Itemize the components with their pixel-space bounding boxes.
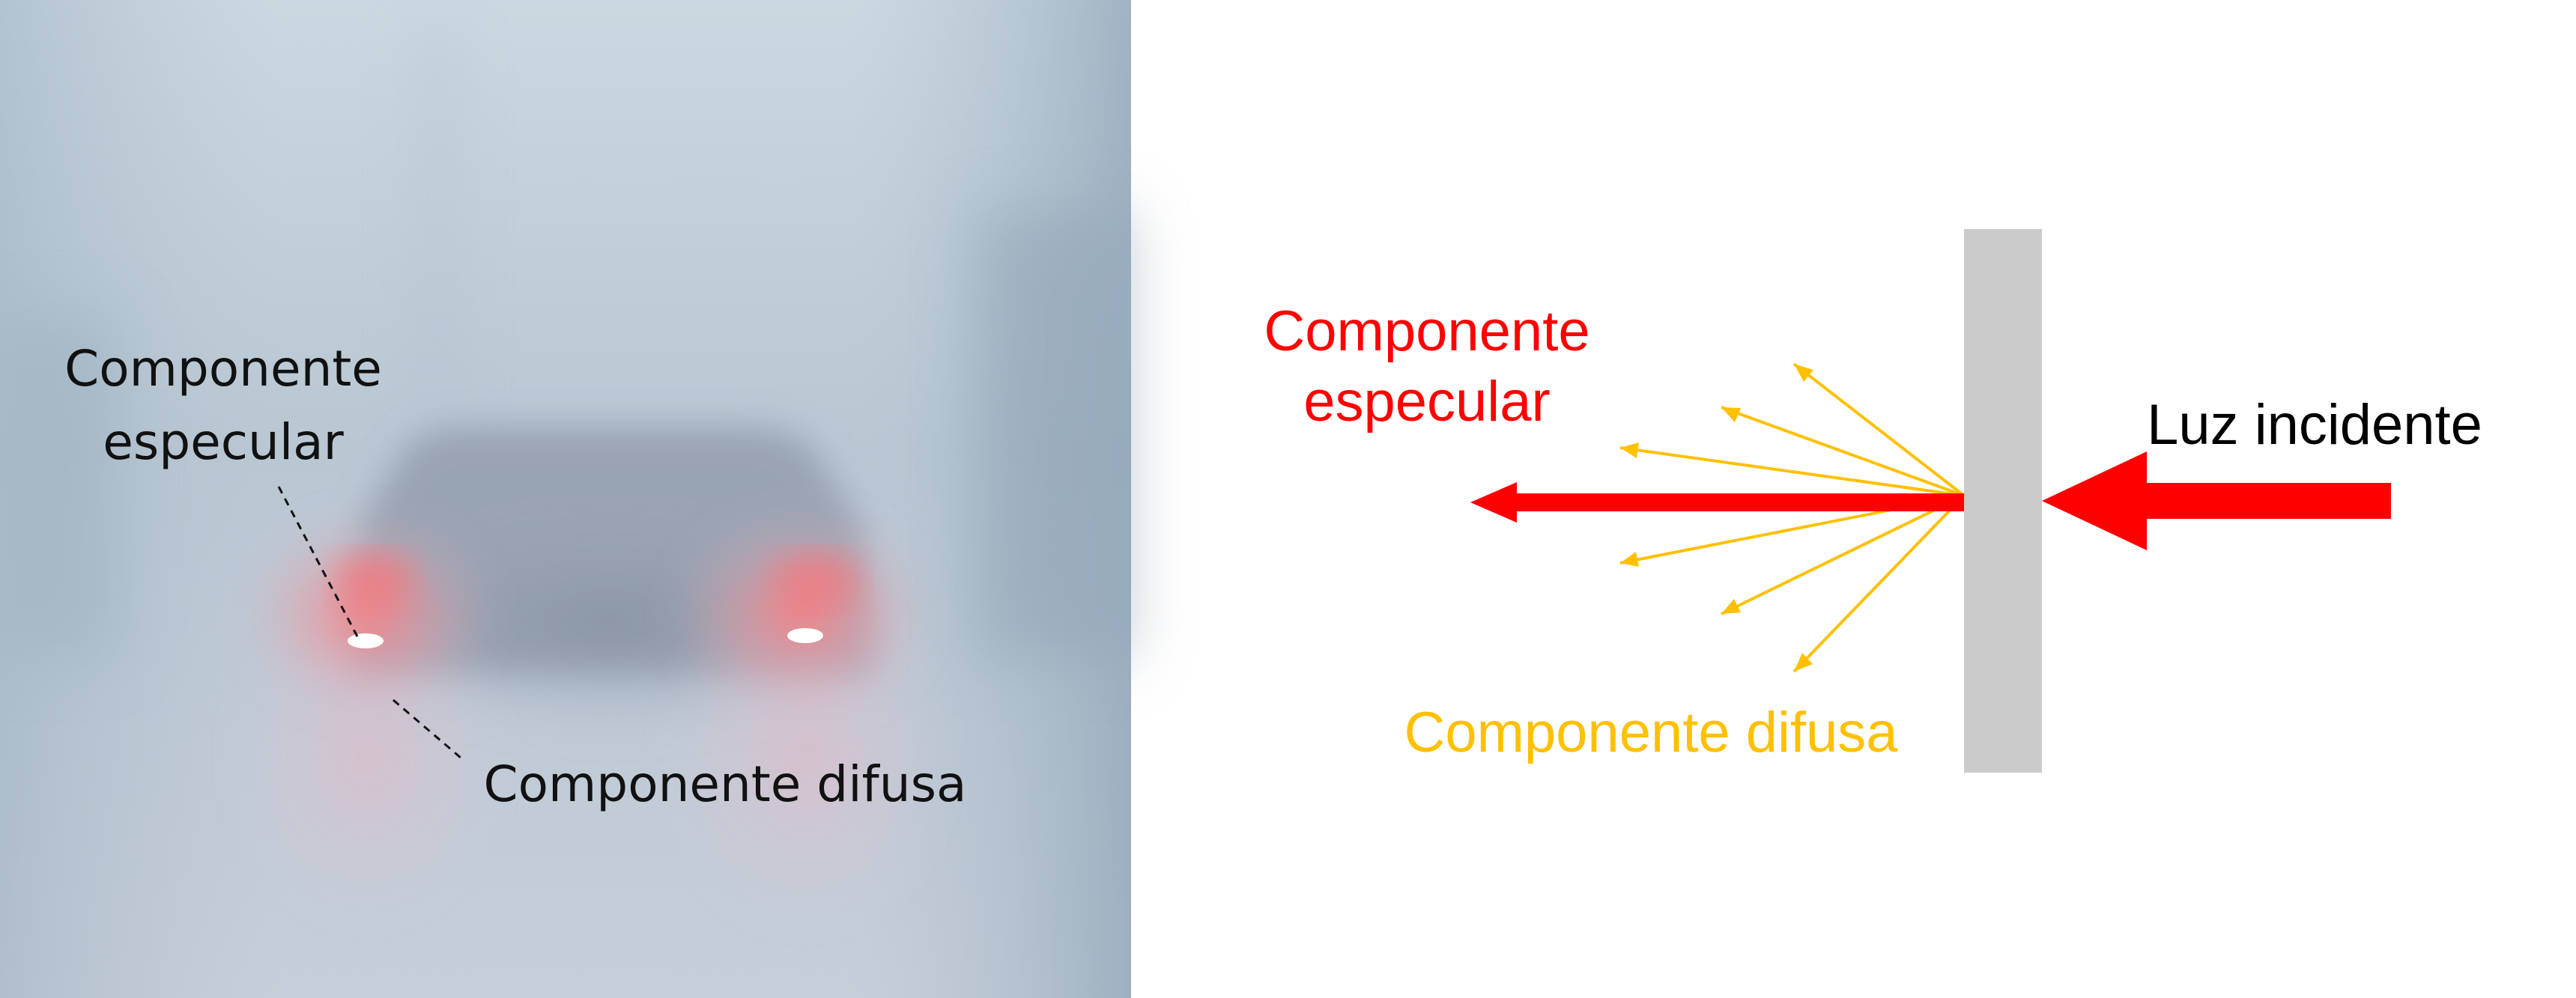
diffuse-ray-3 [1619,446,1965,497]
taillight-core-right [787,628,823,643]
taillight-glow-right [667,505,936,722]
taillight-glow-left [236,509,498,719]
upper-light-left [337,554,412,606]
diffuse-ray-5-head [1721,599,1741,614]
diffuse-ray-6-head [1794,653,1813,672]
faint-background-shapes [0,30,1131,659]
diffuse-ray-2 [1721,406,1965,497]
photo-specular-label-line1: Componente [64,340,382,398]
diffuse-ray-1 [1792,362,1966,497]
diffuse-ray-6 [1792,494,1966,673]
diffuse-leader-line [393,699,461,759]
taillight-core-left [348,633,384,648]
incident-arrow-head [2042,451,2147,550]
photo-diffuse-label: Componente difusa [484,755,967,813]
diagram-specular-label-line2: especular [1303,370,1551,433]
diffuse-rays [1619,362,1966,673]
incident-arrow-shaft [2144,483,2391,519]
incident-arrow [2042,451,2391,550]
diffuse-ray-3-head [1620,442,1639,458]
photo-specular-label-line2: especular [103,413,344,471]
reflecting-surface [1964,229,2042,773]
diagram-diffuse-label: Componente difusa [1404,701,1898,764]
foggy-road-photo: Componente especular Componente difusa [0,0,1131,998]
reflection-diagram: Componente especular Componente difusa L… [1264,229,2482,773]
specular-leader-line [277,486,360,639]
diffuse-ray-5 [1721,494,1965,615]
diagram-specular-label-line1: Componente [1264,299,1589,363]
diagram-incident-label: Luz incidente [2147,393,2482,457]
upper-light-right [775,554,858,606]
specular-arrow-shaft [1506,493,1964,511]
specular-arrow [1470,482,1964,523]
specular-arrow-head [1470,482,1517,523]
diffuse-ray-2-head [1721,407,1741,422]
diffuse-ray-1-head [1794,364,1813,382]
diffuse-ray-4-head [1620,552,1639,567]
